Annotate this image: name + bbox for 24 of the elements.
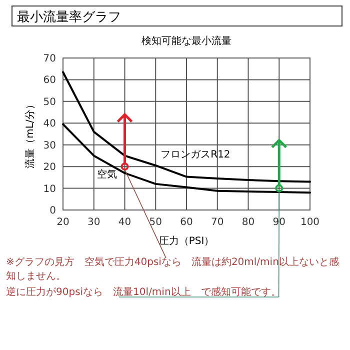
chart-subtitle: 検知可能な最小流量 [142,35,232,47]
y-tick-label: 20 [43,162,56,174]
x-tick-label: 20 [56,217,70,228]
x-tick-label: 50 [149,217,162,228]
y-tick-label: 30 [43,140,56,152]
y-tick-label: 40 [43,118,56,130]
x-tick-label: 80 [242,217,255,228]
y-tick-label: 10 [43,184,56,195]
x-tick-label: 60 [180,217,193,228]
series-label: 空気 [96,168,117,181]
x-tick-label: 30 [88,217,100,228]
y-tick-label: 70 [43,54,56,64]
x-tick-label: 40 [118,217,132,228]
y-tick-label: 0 [50,206,56,216]
y-tick-label: 60 [43,75,56,86]
line-series [62,71,311,183]
x-tick-label: 100 [300,217,320,228]
y-axis-title: 流量（mL/分） [24,100,36,168]
annotation: 逆に圧力が90psiなら 流量10l/min以上 で感知可能です。 [6,287,281,298]
y-tick-label: 50 [43,96,56,108]
x-tick-label: 70 [211,217,224,228]
chart-title: 最小流量率グラフ [17,9,121,25]
line-series [62,123,311,194]
x-axis-title: 圧力（PSI） [158,235,214,247]
